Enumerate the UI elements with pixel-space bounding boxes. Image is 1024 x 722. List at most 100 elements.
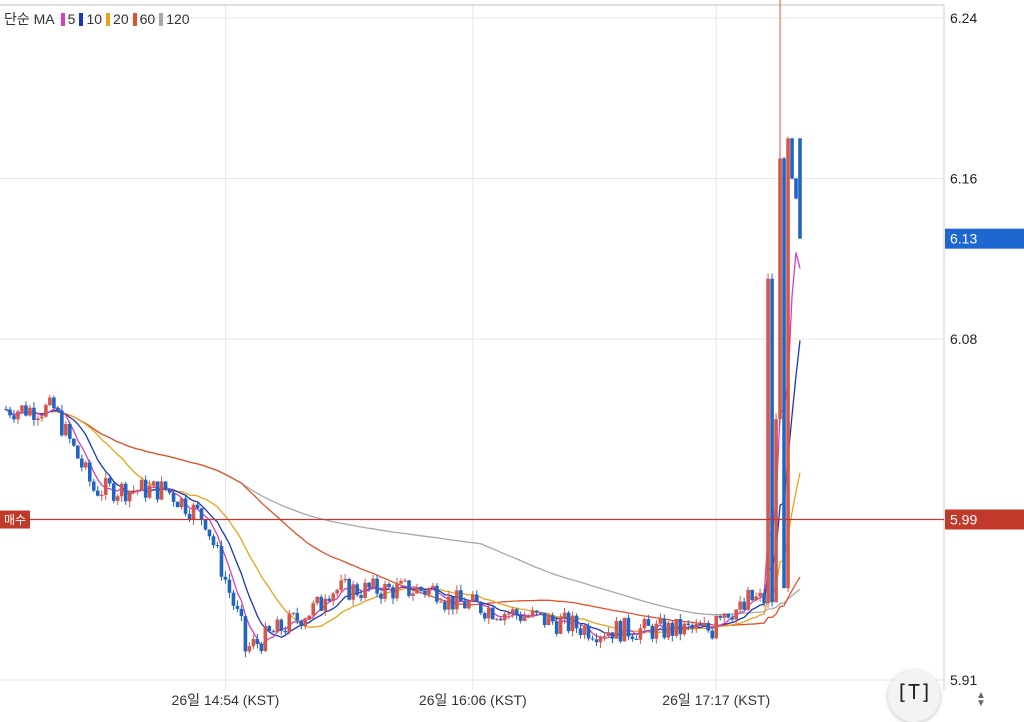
candle (167, 489, 172, 495)
candle (514, 607, 519, 620)
candle-body (111, 483, 116, 501)
candle (283, 626, 288, 635)
candle (20, 404, 24, 415)
candle (203, 519, 208, 531)
candle (199, 507, 204, 526)
x-tick-label-2: 26일 17:17 (KST) (662, 692, 770, 708)
candle (131, 485, 136, 495)
candle (80, 454, 84, 472)
candle-body (52, 397, 56, 409)
candle-body (40, 416, 44, 419)
candle-body (674, 619, 679, 636)
candle (546, 613, 551, 626)
candle (107, 474, 112, 487)
legend-label-ma10: 10 (86, 11, 103, 27)
candle-body (395, 583, 399, 599)
y-tick-label-0: 6.24 (950, 10, 977, 26)
candle (347, 577, 351, 601)
candle-body (179, 498, 184, 508)
candle-body (215, 545, 220, 547)
candle (247, 642, 252, 654)
candle (139, 478, 144, 491)
candle (475, 590, 479, 602)
candle (666, 620, 671, 640)
candle (119, 482, 124, 503)
candle (722, 613, 726, 622)
candle (562, 607, 567, 624)
candle (147, 480, 152, 500)
y-tick-label-1: 6.16 (950, 170, 977, 186)
candle-body (119, 483, 124, 497)
candle-body (614, 620, 619, 639)
candle (159, 476, 164, 501)
candle (407, 580, 411, 599)
candle-body (135, 490, 140, 492)
candle (60, 405, 64, 437)
candle-body (642, 619, 647, 629)
candle (790, 137, 794, 180)
candle-body (271, 631, 276, 633)
candle-body (339, 580, 343, 590)
candle-body (431, 585, 435, 589)
candle-body (295, 613, 300, 621)
candle-body (786, 138, 790, 589)
candle-body (379, 593, 383, 599)
candle (187, 509, 192, 523)
candle-body (123, 483, 128, 502)
candle (68, 421, 72, 444)
candle (582, 623, 587, 639)
candle-body (167, 489, 172, 493)
candle (586, 622, 591, 641)
candle-body (60, 410, 64, 436)
candle-body (407, 580, 411, 596)
candle-body (155, 481, 160, 500)
candle (115, 493, 120, 506)
candle (754, 592, 758, 602)
candle-body (590, 638, 595, 640)
candle-body (387, 583, 391, 588)
candle-body (151, 481, 156, 486)
candle (72, 437, 76, 447)
candle-body (658, 618, 663, 624)
candle (606, 627, 611, 637)
candle-body (730, 617, 734, 620)
candle-body (682, 623, 687, 635)
candle-body (195, 504, 200, 509)
candle (363, 578, 367, 600)
candle (486, 604, 491, 625)
candle-body (115, 496, 120, 501)
candle-body (391, 587, 395, 599)
candle (76, 445, 80, 459)
candle (267, 625, 272, 633)
candle-body (634, 639, 639, 641)
candle (726, 613, 730, 619)
candle (642, 617, 647, 634)
candle (215, 541, 220, 549)
legend-label-ma5: 5 (67, 11, 76, 27)
candle-body (107, 478, 112, 484)
candle (626, 614, 631, 641)
candle-body (770, 278, 774, 603)
candle-body (798, 138, 802, 239)
current-price-tag: 6.13 (950, 231, 977, 247)
candle (151, 480, 156, 486)
candle (459, 584, 463, 602)
candle-body (522, 616, 527, 621)
candle-body (746, 589, 750, 610)
candle (710, 628, 715, 640)
scale-arrows-icon[interactable]: ▲ ▼ (976, 690, 986, 709)
candle (36, 415, 40, 426)
candle (383, 580, 387, 602)
candle-body (498, 618, 503, 621)
legend-item-ma120: 120 (159, 11, 190, 27)
candle (794, 177, 798, 200)
candle-body (490, 607, 495, 620)
text-tool-button[interactable]: [T] (888, 670, 940, 722)
candle (135, 489, 140, 496)
legend-item-ma5: 5 (60, 11, 76, 27)
candle (490, 605, 495, 620)
candle (618, 619, 623, 644)
ma60-line (5, 408, 801, 626)
candle-body (766, 278, 770, 604)
